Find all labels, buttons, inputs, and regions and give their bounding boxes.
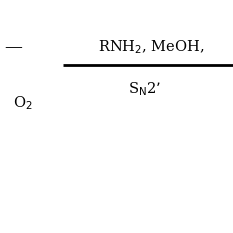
Text: —: — bbox=[5, 38, 23, 56]
Text: O$_2$: O$_2$ bbox=[13, 94, 32, 112]
Text: S$_{\rm N}$2’: S$_{\rm N}$2’ bbox=[128, 80, 161, 98]
Text: RNH$_2$, MeOH,: RNH$_2$, MeOH, bbox=[98, 38, 205, 56]
